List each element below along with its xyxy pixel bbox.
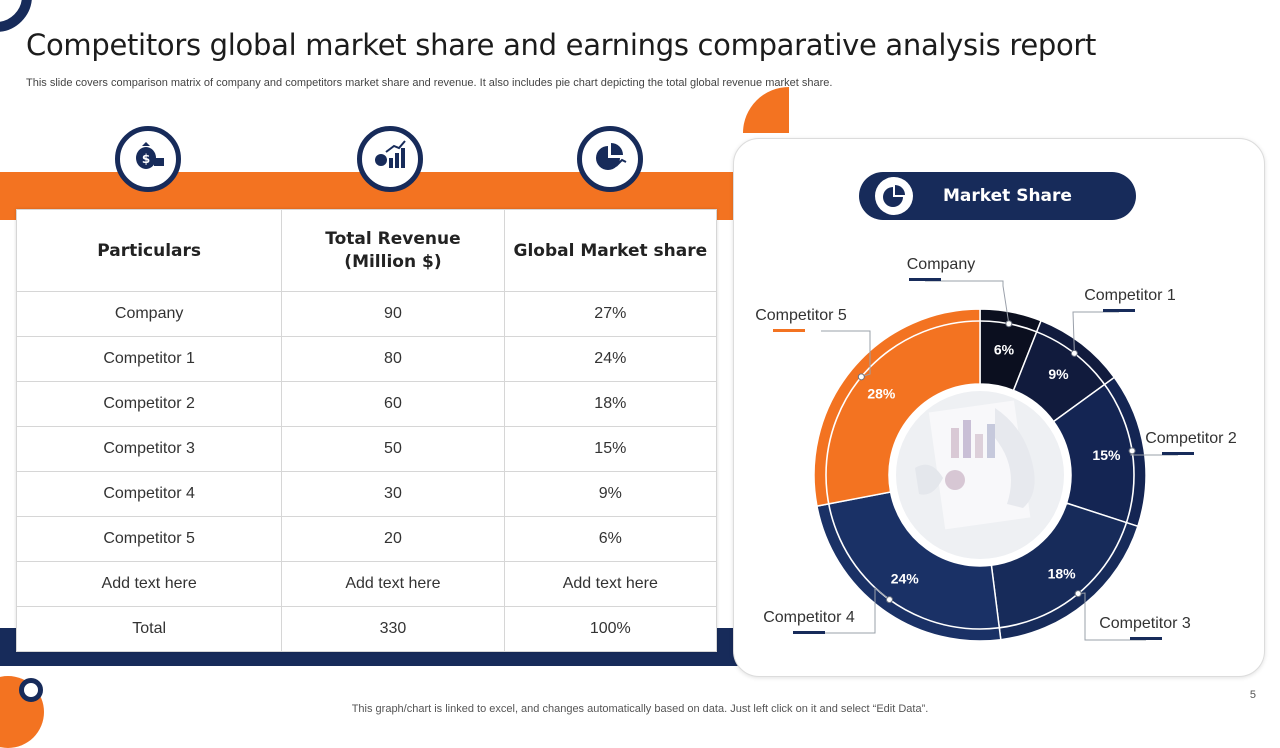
callout-underline (1130, 637, 1162, 640)
table-row: Competitor 3 50 15% (15, 426, 718, 472)
table-cell: 100% (503, 606, 718, 652)
footer-note: This graph/chart is linked to excel, and… (351, 703, 929, 715)
table-cell: Add text here (281, 561, 505, 607)
pie-chart-icon (875, 177, 913, 215)
table-cell: 15% (503, 426, 718, 472)
callout-label: Competitor 2 (1145, 430, 1237, 447)
slice-percent-label: 6% (994, 341, 1015, 357)
page-title: Competitors global market share and earn… (26, 28, 1097, 62)
table-cell: 330 (281, 606, 505, 652)
growth-chart-icon (357, 126, 423, 192)
corner-ring (19, 678, 43, 702)
header-global-market-share: Global Market share (503, 209, 718, 292)
table-cell: Add text here (15, 561, 283, 607)
callout-dot (885, 596, 893, 604)
page-number: 5 (1249, 689, 1256, 701)
callout-dot (1128, 447, 1136, 455)
callout-underline (1162, 452, 1194, 455)
callout-label: Competitor 3 (1099, 615, 1191, 632)
table-cell: Add text here (503, 561, 718, 607)
table-cell: 6% (503, 516, 718, 562)
callout-underline (1103, 309, 1135, 312)
table-row: Competitor 4 30 9% (15, 471, 718, 517)
table-cell: 90 (281, 291, 505, 337)
table-row: Add text here Add text here Add text her… (15, 561, 718, 607)
table-cell: Competitor 5 (15, 516, 283, 562)
callout-line (809, 586, 890, 634)
pie-chart-icon (577, 126, 643, 192)
table-cell: 30 (281, 471, 505, 517)
table-cell: 20 (281, 516, 505, 562)
market-share-donut-chart: Company Competitor 1 Competitor 2 Competito… (755, 256, 1237, 642)
inner-ring-line (825, 320, 1135, 630)
callout-underline (793, 631, 825, 634)
slice-percent-label: 28% (867, 385, 896, 401)
callout-underline (773, 329, 805, 332)
table-cell: Competitor 2 (15, 381, 283, 427)
table-row: Competitor 1 80 24% (15, 336, 718, 382)
slice-percent-label: 18% (1048, 566, 1077, 582)
orange-accent-shape (743, 87, 789, 133)
table-cell: 60 (281, 381, 505, 427)
slice-percent-label: 9% (1048, 366, 1069, 382)
center-photo (896, 391, 1064, 559)
callout-dot (857, 373, 865, 381)
table-cell: 80 (281, 336, 505, 382)
table-cell: 24% (503, 336, 718, 382)
table-row-total: Total 330 100% (15, 606, 718, 652)
table-cell: 9% (503, 471, 718, 517)
table-cell: 27% (503, 291, 718, 337)
slice-percent-label: 15% (1092, 447, 1121, 463)
svg-text:$: $ (142, 152, 150, 166)
money-bag-icon: $ (115, 126, 181, 192)
table-cell: Competitor 1 (15, 336, 283, 382)
callout-dot (1074, 590, 1082, 598)
table-row: Competitor 5 20 6% (15, 516, 718, 562)
header-total-revenue-line1: Total Revenue (Million $) (325, 228, 461, 272)
table-cell: 18% (503, 381, 718, 427)
callout-label: Competitor 1 (1084, 287, 1176, 304)
comparison-table: Particulars Total Revenue (Million $) Gl… (15, 209, 718, 652)
table-header-row: Particulars Total Revenue (Million $) Gl… (15, 209, 718, 292)
header-total-revenue: Total Revenue (Million $) (281, 209, 505, 292)
callout-label: Competitor 4 (763, 609, 855, 626)
table-cell: 50 (281, 426, 505, 472)
callout-line (821, 330, 871, 378)
market-share-header: Market Share (859, 172, 1136, 220)
callout-underline (909, 278, 941, 281)
slice-percent-label: 24% (891, 571, 920, 587)
callout-dot (1005, 320, 1013, 328)
callout-line (925, 280, 1010, 324)
callout-label: Company (907, 256, 975, 273)
table-cell: Total (15, 606, 283, 652)
market-share-title: Market Share (943, 186, 1072, 206)
table-row: Company 90 27% (15, 291, 718, 337)
table-cell: Company (15, 291, 283, 337)
table-cell: Competitor 3 (15, 426, 283, 472)
table-cell: Competitor 4 (15, 471, 283, 517)
page-subtitle: This slide covers comparison matrix of c… (26, 77, 833, 89)
callout-dot (1070, 349, 1078, 357)
table-row: Competitor 2 60 18% (15, 381, 718, 427)
callout-label: Competitor 5 (755, 307, 847, 324)
header-particulars: Particulars (15, 209, 283, 292)
